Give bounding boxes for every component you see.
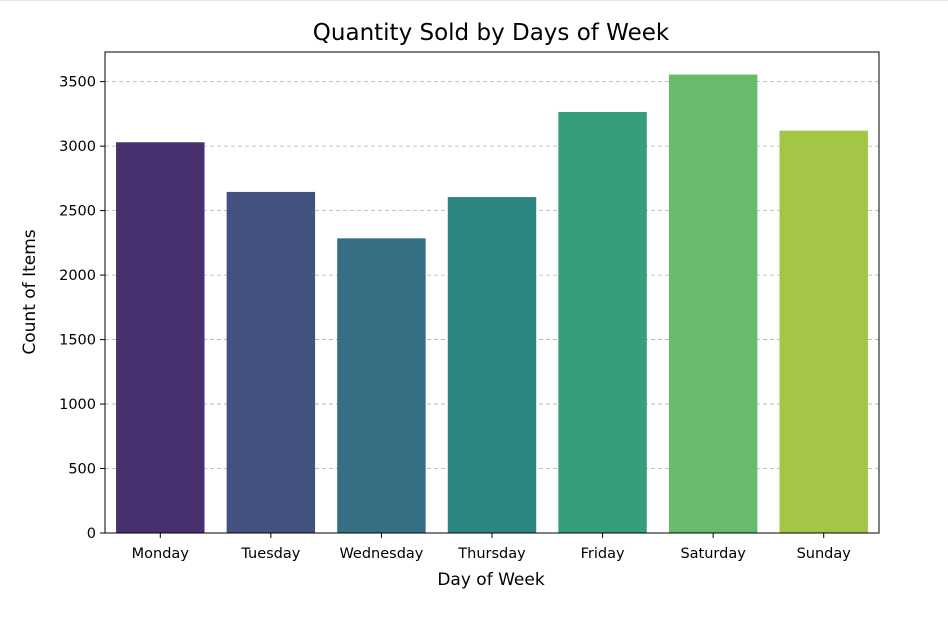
bar-sunday	[779, 130, 868, 533]
y-tick-label: 0	[87, 526, 96, 542]
bar-wednesday	[337, 238, 426, 533]
x-tick-label: Wednesday	[339, 546, 423, 562]
x-axis-ticks: Monday Tuesday Wednesday Thursday Friday Satu…	[132, 533, 852, 562]
y-tick-label: 2500	[59, 204, 96, 220]
y-tick-label: 1000	[59, 397, 96, 413]
y-tick-label: 3500	[59, 75, 96, 91]
y-tick-label: 1500	[59, 333, 96, 349]
top-divider	[0, 0, 948, 1]
bar-saturday	[668, 74, 758, 534]
x-tick-label: Friday	[581, 546, 625, 562]
bars	[116, 74, 868, 534]
x-tick-label: Thursday	[457, 546, 526, 562]
bar-tuesday	[226, 191, 316, 534]
y-axis-label: Count of Items	[20, 229, 40, 354]
y-tick-label: 2000	[59, 268, 96, 284]
x-tick-label: Sunday	[797, 546, 852, 562]
x-tick-label: Monday	[132, 546, 190, 562]
bar-friday	[558, 111, 647, 533]
chart-title: Quantity Sold by Days of Week	[313, 20, 670, 46]
y-tick-label: 500	[68, 462, 96, 478]
x-tick-label: Tuesday	[240, 546, 300, 562]
x-tick-label: Saturday	[680, 546, 746, 562]
y-tick-label: 3000	[59, 139, 96, 155]
x-axis-label: Day of Week	[437, 570, 544, 590]
bar-thursday	[447, 197, 537, 533]
y-axis-ticks: 0 500 1000 1500 2000 2500 3000 3500	[59, 75, 105, 542]
bar-monday	[116, 142, 205, 533]
